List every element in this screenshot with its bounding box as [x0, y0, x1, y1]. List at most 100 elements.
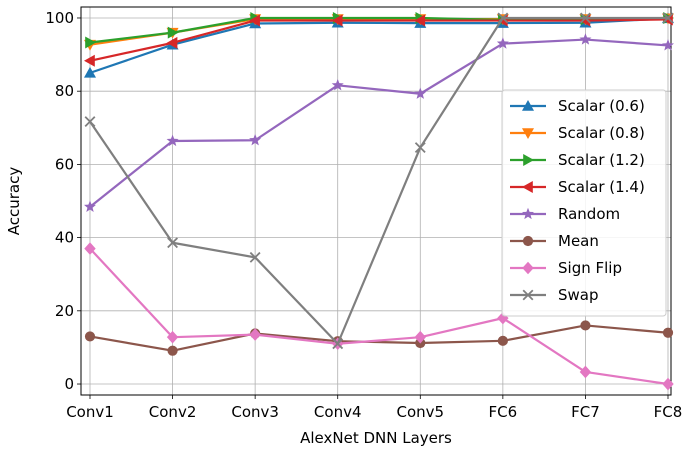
marker-circle — [84, 331, 96, 342]
marker-x-stroke — [579, 12, 591, 24]
series-line — [89, 17, 669, 74]
marker-x — [414, 142, 426, 153]
x-tick-label: Conv4 — [314, 403, 362, 421]
y-axis-label: Accuracy — [5, 167, 23, 236]
legend-item: Scalar (1.4) — [510, 178, 645, 196]
legend-box — [501, 89, 667, 317]
x-axis-label: AlexNet DNN Layers — [300, 429, 452, 447]
marker-diamond — [84, 242, 96, 255]
marker-circle — [167, 345, 178, 356]
legend-label: Random — [558, 205, 620, 223]
marker-x-stroke — [84, 116, 96, 128]
marker-diamond — [249, 328, 261, 341]
y-axis: 0 20 40 60 80 100 — [45, 9, 81, 393]
series-random — [84, 33, 674, 212]
legend-label: Scalar (0.6) — [558, 97, 645, 115]
marker-triangle-up — [84, 66, 96, 78]
marker-triangle-left — [414, 14, 426, 27]
y-tick-label: 60 — [55, 155, 74, 173]
x-tick-label: Conv2 — [149, 403, 197, 421]
marker-triangle-right — [167, 26, 179, 39]
marker-triangle-right — [523, 154, 534, 166]
x-tick-label: FC8 — [654, 403, 683, 421]
x-tick-label: Conv1 — [66, 403, 114, 421]
marker-circle — [497, 335, 508, 346]
marker-circle — [662, 327, 674, 338]
marker-diamond — [414, 330, 426, 344]
marker-triangle-left — [331, 14, 343, 27]
marker-x-stroke — [497, 12, 509, 24]
x-tick-label: FC6 — [489, 403, 518, 421]
marker-triangle-left — [522, 181, 533, 193]
legend-label: Scalar (1.2) — [558, 151, 645, 169]
y-tick-label: 80 — [55, 82, 74, 100]
marker-x — [522, 289, 534, 301]
marker-triangle-left — [249, 14, 260, 27]
marker-diamond — [662, 377, 674, 391]
legend-item: Sign Flip — [510, 259, 622, 277]
legend-label: Swap — [558, 286, 599, 304]
marker-star — [496, 37, 509, 49]
marker-x-stroke — [332, 338, 344, 350]
legend-label: Sign Flip — [558, 259, 622, 277]
series-lines — [84, 11, 674, 391]
marker-triangle-right — [85, 36, 96, 49]
series-line — [89, 16, 669, 44]
legend-label: Scalar (1.4) — [558, 178, 645, 196]
series-line — [89, 16, 668, 345]
y-tick-label: 20 — [55, 302, 74, 320]
series-line — [89, 38, 669, 208]
marker-triangle-left — [84, 54, 95, 67]
y-tick-label: 100 — [45, 9, 74, 27]
marker-star — [331, 79, 344, 91]
marker-x-stroke — [522, 289, 534, 301]
plot-area — [80, 6, 672, 396]
series-line — [89, 324, 669, 352]
series-line — [89, 247, 669, 386]
marker-x — [662, 12, 674, 24]
marker-x-stroke — [414, 142, 426, 153]
legend-item: Scalar (1.2) — [510, 151, 645, 169]
marker-star — [579, 33, 592, 45]
legend-item: Mean — [510, 232, 599, 250]
legend-label: Scalar (0.8) — [558, 124, 645, 142]
x-tick-label: Conv5 — [396, 403, 444, 421]
marker-x — [497, 12, 509, 24]
x-tick-label: Conv3 — [231, 403, 279, 421]
marker-x — [579, 12, 591, 24]
legend-label: Mean — [558, 232, 599, 250]
marker-star — [84, 200, 96, 212]
series-line — [89, 18, 669, 62]
marker-diamond — [166, 330, 179, 344]
marker-x — [249, 251, 261, 263]
marker-triangle-down — [522, 128, 534, 139]
x-tick-label: FC7 — [571, 403, 600, 421]
marker-star — [166, 134, 179, 147]
legend-item: Swap — [510, 286, 599, 304]
marker-x-stroke — [167, 237, 179, 249]
marker-x-stroke — [249, 251, 261, 263]
marker-x — [332, 338, 344, 350]
marker-x-stroke — [662, 12, 674, 24]
marker-diamond — [522, 261, 534, 275]
series-swap — [84, 12, 674, 350]
x-axis: Conv1 Conv2 Conv3 Conv4 Conv5 FC6 FC7 FC8 — [66, 395, 682, 421]
legend: Scalar (0.6) Scalar (0.8) Scalar (1.2) Scal… — [501, 89, 667, 317]
y-tick-label: 0 — [64, 375, 74, 393]
marker-triangle-up — [522, 100, 534, 111]
legend-item: Scalar (0.6) — [510, 97, 645, 115]
marker-star — [522, 207, 534, 220]
y-tick-label: 40 — [55, 229, 74, 247]
marker-x — [84, 116, 96, 128]
marker-star — [249, 133, 262, 146]
marker-circle — [580, 320, 591, 331]
legend-item: Scalar (0.8) — [510, 124, 645, 142]
marker-triangle-left — [166, 36, 178, 49]
marker-star — [414, 87, 427, 99]
legend-item: Random — [510, 205, 620, 223]
marker-circle — [522, 235, 534, 247]
marker-diamond — [579, 365, 592, 379]
marker-x — [167, 237, 179, 249]
marker-star — [662, 39, 674, 51]
